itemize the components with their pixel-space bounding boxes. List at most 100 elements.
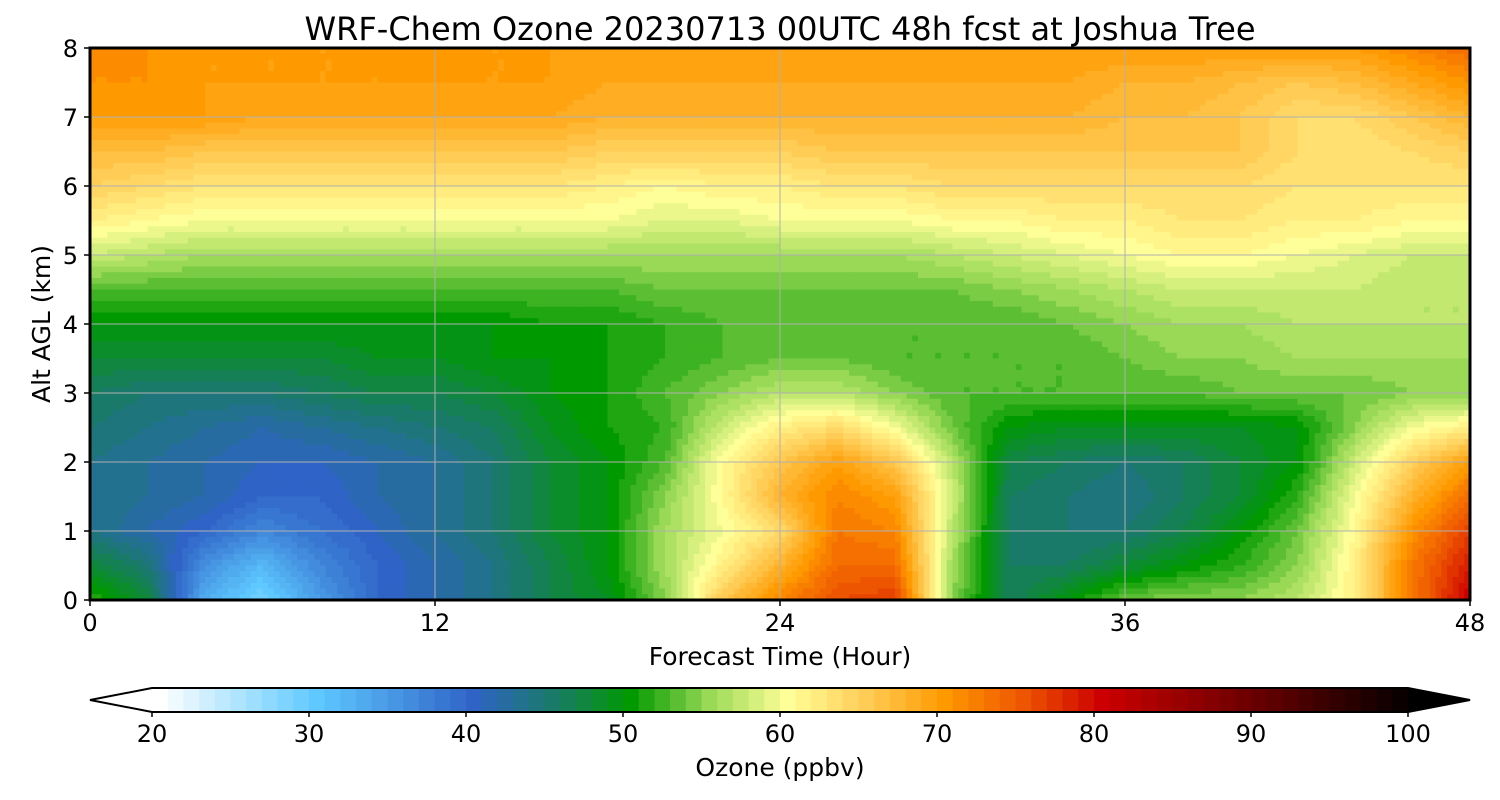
heatmap-cell [734, 100, 740, 106]
heatmap-cell [337, 77, 343, 83]
heatmap-cell [700, 54, 706, 60]
heatmap-cell [1436, 94, 1442, 100]
heatmap-cell [383, 117, 389, 123]
heatmap-cell [855, 94, 861, 100]
heatmap-cell [1108, 60, 1114, 66]
heatmap-cell [976, 60, 982, 66]
heatmap-cell [424, 88, 430, 94]
heatmap-cell [516, 100, 522, 106]
heatmap-cell [1056, 140, 1062, 146]
heatmap-cell [1004, 106, 1010, 112]
heatmap-cell [613, 157, 619, 163]
heatmap-cell [815, 77, 821, 83]
heatmap-cell [826, 88, 832, 94]
heatmap-cell [671, 140, 677, 146]
heatmap-cell [1068, 117, 1074, 123]
heatmap-cell [918, 134, 924, 140]
heatmap-cell [1269, 152, 1275, 158]
heatmap-cell [274, 152, 280, 158]
heatmap-cell [1344, 54, 1350, 60]
heatmap-cell [556, 146, 562, 152]
heatmap-cell [1068, 71, 1074, 77]
heatmap-cell [245, 94, 251, 100]
heatmap-cell [102, 100, 108, 106]
heatmap-cell [843, 163, 849, 169]
heatmap-cell [332, 65, 338, 71]
heatmap-cell [1160, 117, 1166, 123]
heatmap-cell [516, 146, 522, 152]
heatmap-cell [1378, 134, 1384, 140]
heatmap-cell [418, 65, 424, 71]
heatmap-cell [251, 54, 257, 60]
heatmap-cell [188, 157, 194, 163]
heatmap-cell [1096, 65, 1102, 71]
heatmap-cell [309, 54, 315, 60]
heatmap-cell [602, 77, 608, 83]
heatmap-cell [286, 60, 292, 66]
heatmap-cell [970, 65, 976, 71]
heatmap-cell [1275, 94, 1281, 100]
heatmap-cell [694, 129, 700, 135]
heatmap-cell [1298, 77, 1304, 83]
heatmap-cell [700, 71, 706, 77]
heatmap-cell [188, 117, 194, 123]
heatmap-cell [556, 140, 562, 146]
heatmap-cell [1045, 60, 1051, 66]
heatmap-cell [1217, 71, 1223, 77]
heatmap-cell [533, 157, 539, 163]
heatmap-cell [481, 157, 487, 163]
heatmap-cell [1447, 83, 1453, 89]
heatmap-cell [171, 134, 177, 140]
heatmap-cell [481, 77, 487, 83]
heatmap-cell [125, 88, 131, 94]
heatmap-cell [935, 152, 941, 158]
heatmap-cell [596, 123, 602, 129]
heatmap-cell [1142, 100, 1148, 106]
heatmap-cell [1298, 140, 1304, 146]
heatmap-cell [895, 157, 901, 163]
heatmap-cell [165, 83, 171, 89]
heatmap-cell [274, 60, 280, 66]
heatmap-cell [682, 157, 688, 163]
heatmap-cell [418, 83, 424, 89]
heatmap-cell [1349, 83, 1355, 89]
heatmap-cell [378, 94, 384, 100]
heatmap-cell [659, 146, 665, 152]
heatmap-cell [884, 60, 890, 66]
heatmap-cell [1194, 123, 1200, 129]
heatmap-cell [458, 152, 464, 158]
heatmap-cell [1355, 140, 1361, 146]
heatmap-cell [625, 157, 631, 163]
heatmap-cell [228, 123, 234, 129]
heatmap-cell [625, 163, 631, 169]
heatmap-cell [987, 129, 993, 135]
heatmap-cell [165, 100, 171, 106]
heatmap-cell [360, 65, 366, 71]
heatmap-cell [1010, 60, 1016, 66]
heatmap-cell [723, 100, 729, 106]
heatmap-cell [1045, 146, 1051, 152]
heatmap-cell [861, 117, 867, 123]
heatmap-cell [861, 94, 867, 100]
heatmap-cell [912, 129, 918, 135]
heatmap-cell [677, 157, 683, 163]
heatmap-cell [924, 117, 930, 123]
heatmap-cell [550, 83, 556, 89]
heatmap-cell [964, 117, 970, 123]
heatmap-cell [958, 157, 964, 163]
heatmap-cell [326, 146, 332, 152]
heatmap-cell [1321, 152, 1327, 158]
heatmap-cell [153, 123, 159, 129]
heatmap-cell [682, 60, 688, 66]
heatmap-cell [1390, 100, 1396, 106]
heatmap-cell [820, 134, 826, 140]
heatmap-cell [585, 71, 591, 77]
heatmap-cell [211, 77, 217, 83]
heatmap-cell [332, 152, 338, 158]
heatmap-cell [153, 83, 159, 89]
heatmap-cell [165, 65, 171, 71]
heatmap-cell [562, 157, 568, 163]
heatmap-cell [257, 123, 263, 129]
heatmap-cell [1033, 77, 1039, 83]
heatmap-cell [728, 65, 734, 71]
